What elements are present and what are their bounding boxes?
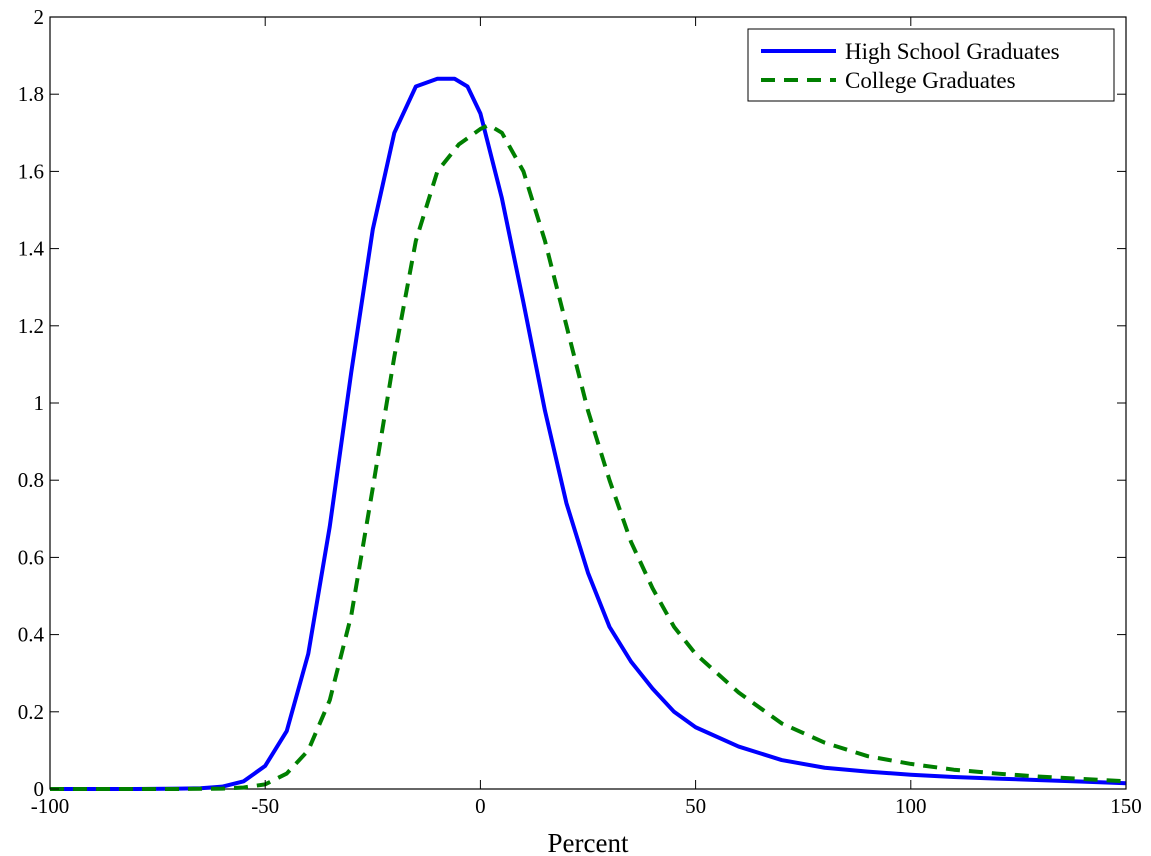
x-tick-label: -100 <box>31 794 70 818</box>
x-axis-label: Percent <box>548 828 629 856</box>
legend: High School Graduates College Graduates <box>747 28 1115 102</box>
series-line-1 <box>50 76 1127 791</box>
legend-box <box>747 28 1115 102</box>
x-axis: -100 -50 0 50 100 150 <box>31 17 1142 818</box>
x-tick-label: 100 <box>895 794 927 818</box>
legend-label: College Graduates <box>845 68 1016 93</box>
y-tick-label: 2 <box>34 5 45 29</box>
y-tick-label: 0.2 <box>18 700 44 724</box>
plot-area <box>49 16 1127 791</box>
y-tick-label: 1.8 <box>18 82 44 106</box>
y-tick-label: 1 <box>34 391 45 415</box>
x-tick-label: 0 <box>475 794 486 818</box>
y-tick-label: 1.6 <box>18 159 44 183</box>
legend-label: High School Graduates <box>845 39 1060 64</box>
x-tick-label: 50 <box>685 794 706 818</box>
y-tick-label: 0.6 <box>18 545 44 569</box>
series-line-2 <box>50 123 1127 791</box>
y-tick-label: 0 <box>34 777 45 801</box>
x-tick-label: 150 <box>1110 794 1142 818</box>
x-tick-label: -50 <box>251 794 279 818</box>
plot-frame <box>49 16 1127 790</box>
y-tick-label: 0.4 <box>18 623 45 647</box>
y-tick-label: 1.4 <box>18 237 45 261</box>
y-tick-label: 0.8 <box>18 468 44 492</box>
y-tick-label: 1.2 <box>18 314 44 338</box>
y-axis: 0 0.2 0.4 0.6 0.8 1 1.2 1.4 1.6 1.8 2 <box>18 5 1126 801</box>
